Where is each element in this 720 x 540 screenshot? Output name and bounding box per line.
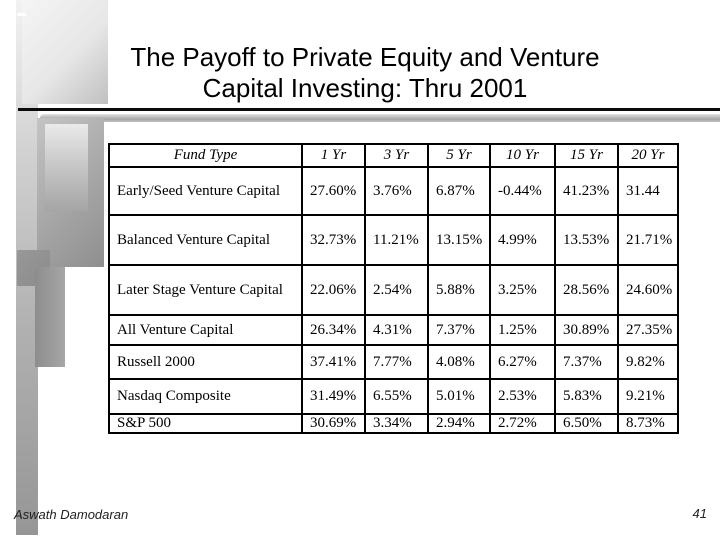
value-cell: 21.71% [617,214,679,266]
title-bevel-bar [40,114,720,122]
value-cell: 6.55% [364,378,429,415]
table-row: All Venture Capital 26.34% 4.31% 7.37% 1… [108,314,679,346]
value-cell: 41.23% [554,166,619,216]
footer-author: Aswath Damodaran [14,507,129,522]
value-cell: 5.88% [427,264,491,316]
value-cell: 30.89% [554,314,619,346]
value-cell: 27.60% [301,166,366,216]
fund-type-cell: Russell 2000 [108,344,303,380]
value-cell: 1.25% [489,314,556,346]
table-row: Nasdaq Composite 31.49% 6.55% 5.01% 2.53… [108,378,679,415]
value-cell: 27.35% [617,314,679,346]
value-cell: 22.06% [301,264,366,316]
decor-square-light [45,124,88,211]
page-number: 41 [692,506,707,521]
table-row: Balanced Venture Capital 32.73% 11.21% 1… [108,214,679,266]
value-cell: 13.53% [554,214,619,266]
value-cell: 2.54% [364,264,429,316]
column-header-fund-type: Fund Type [108,143,303,168]
value-cell: 7.37% [554,344,619,380]
fund-type-cell: All Venture Capital [108,314,303,346]
value-cell: 30.69% [301,413,366,434]
fund-type-cell: S&P 500 [108,413,303,434]
value-cell: 11.21% [364,214,429,266]
value-cell: 6.50% [554,413,619,434]
value-cell: 4.99% [489,214,556,266]
value-cell: 26.34% [301,314,366,346]
table-row: S&P 500 30.69% 3.34% 2.94% 2.72% 6.50% 8… [108,413,679,434]
value-cell: 13.15% [427,214,491,266]
column-header-10yr: 10 Yr [489,143,556,168]
fund-type-cell: Nasdaq Composite [108,378,303,415]
table-row: Early/Seed Venture Capital 27.60% 3.76% … [108,166,679,216]
value-cell: 24.60% [617,264,679,316]
decor-corner-dash [17,13,26,16]
title-underline [18,108,720,111]
value-cell: 4.08% [427,344,491,380]
value-cell: 7.77% [364,344,429,380]
value-cell: 3.25% [489,264,556,316]
value-cell: 2.72% [489,413,556,434]
table-header-row: Fund Type 1 Yr 3 Yr 5 Yr 10 Yr 15 Yr 20 … [108,143,679,168]
column-header-20yr: 20 Yr [617,143,679,168]
value-cell: 3.34% [364,413,429,434]
slide-title-line2: Capital Investing: Thru 2001 [202,73,528,103]
value-cell: 5.01% [427,378,491,415]
value-cell: 2.53% [489,378,556,415]
slide-title-line1: The Payoff to Private Equity and Venture [130,42,600,72]
fund-type-cell: Balanced Venture Capital [108,214,303,266]
value-cell: 28.56% [554,264,619,316]
value-cell: 37.41% [301,344,366,380]
fund-type-cell: Later Stage Venture Capital [108,264,303,316]
returns-table: Fund Type 1 Yr 3 Yr 5 Yr 10 Yr 15 Yr 20 … [108,143,679,434]
decor-square-lower [35,267,65,367]
value-cell: 6.27% [489,344,556,380]
column-header-15yr: 15 Yr [554,143,619,168]
value-cell: 6.87% [427,166,491,216]
column-header-1yr: 1 Yr [301,143,366,168]
value-cell: 9.21% [617,378,679,415]
table-row: Later Stage Venture Capital 22.06% 2.54%… [108,264,679,316]
value-cell: -0.44% [489,166,556,216]
value-cell: 3.76% [364,166,429,216]
value-cell: 31.49% [301,378,366,415]
slide-title: The Payoff to Private Equity and Venture… [100,42,630,104]
decor-top-square [22,0,108,104]
value-cell: 32.73% [301,214,366,266]
fund-type-cell: Early/Seed Venture Capital [108,166,303,216]
value-cell: 4.31% [364,314,429,346]
value-cell: 2.94% [427,413,491,434]
value-cell: 31.44 [617,166,679,216]
column-header-5yr: 5 Yr [427,143,491,168]
value-cell: 5.83% [554,378,619,415]
value-cell: 7.37% [427,314,491,346]
table-row: Russell 2000 37.41% 7.77% 4.08% 6.27% 7.… [108,344,679,380]
value-cell: 9.82% [617,344,679,380]
value-cell: 8.73% [617,413,679,434]
column-header-3yr: 3 Yr [364,143,429,168]
